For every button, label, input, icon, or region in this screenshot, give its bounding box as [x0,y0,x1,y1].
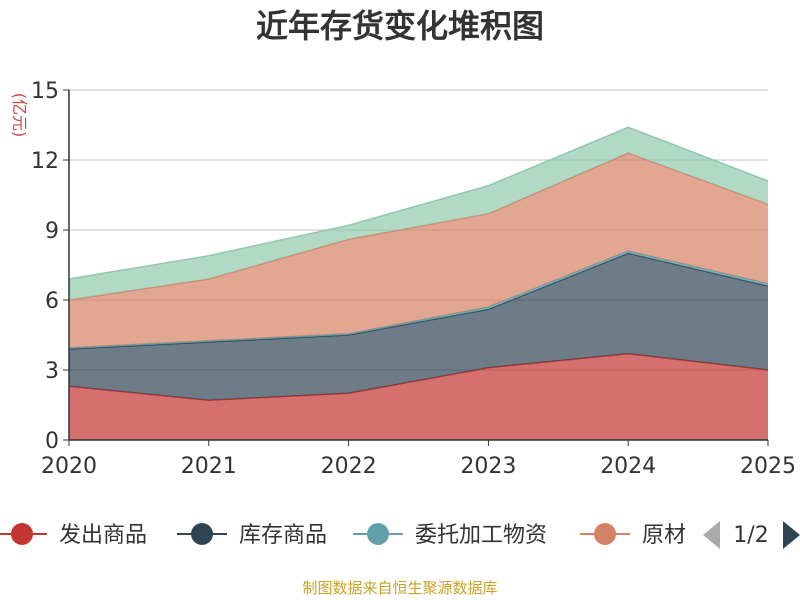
chart-title: 近年存货变化堆积图 [256,7,544,45]
y-tick-label: 6 [45,289,59,314]
legend-pager: 1/2 [703,521,800,549]
legend-label: 委托加工物资 [415,523,547,548]
legend-marker [367,523,389,545]
area-line-5 [68,126,769,280]
legend-item[interactable]: 委托加工物资 [353,523,547,548]
legend-prev-arrow-icon[interactable] [703,521,720,549]
legend-next-arrow-icon[interactable] [783,521,800,549]
legend: 发出商品 库存商品 委托加工物资 原材 [0,523,686,548]
legend-marker [11,523,33,545]
legend-item[interactable]: 原材 [580,523,686,548]
area-series [68,126,769,440]
y-tick-label: 3 [45,359,59,384]
data-source-note: 制图数据来自恒生聚源数据库 [302,579,497,597]
legend-label: 库存商品 [239,523,327,548]
legend-label: 发出商品 [59,523,147,548]
legend-item[interactable]: 发出商品 [0,523,147,548]
legend-marker [594,523,616,545]
x-tick-label: 2020 [41,454,97,479]
legend-items: 发出商品 库存商品 委托加工物资 原材 [0,523,686,548]
x-tick-label: 2024 [600,454,656,479]
y-tick-label: 15 [31,79,59,104]
area-4 [69,153,768,348]
y-tick-label: 9 [45,219,59,244]
area-5 [69,127,768,300]
legend-label: 原材 [642,523,686,548]
legend-item[interactable]: 库存商品 [177,523,327,548]
y-tick-label: 0 [45,429,59,454]
area-2 [69,253,768,401]
y-axis-unit: (亿元) [10,93,29,138]
axes: 0 3 6 9 12 15 2020 2021 2022 2023 2024 2025 [31,79,796,479]
area-1 [69,353,768,440]
x-tick-label: 2023 [460,454,516,479]
x-tick-label: 2021 [181,454,237,479]
y-tick-label: 12 [31,149,59,174]
legend-page-indicator: 1/2 [733,523,768,548]
x-tick-label: 2025 [740,454,796,479]
x-tick-label: 2022 [321,454,377,479]
legend-marker [191,523,213,545]
